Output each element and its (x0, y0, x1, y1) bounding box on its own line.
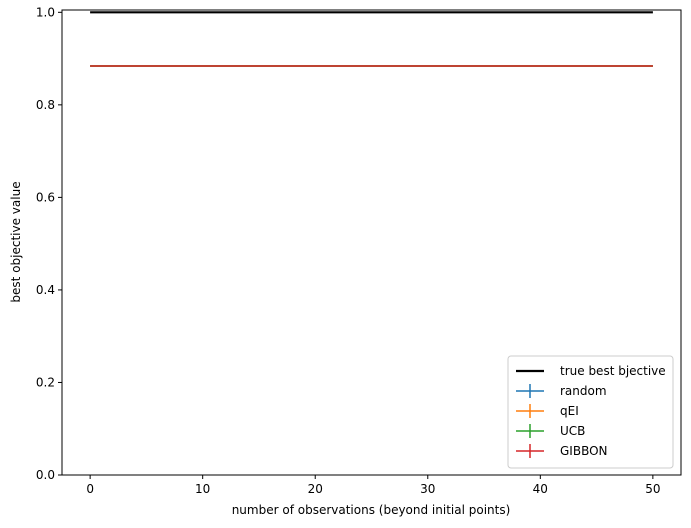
legend-items: true best bjective random qEI UCB GIBBON (516, 364, 666, 458)
legend-entry-label: random (560, 384, 607, 398)
y-axis: 0.0 0.2 0.4 0.6 0.8 1.0 (36, 5, 62, 482)
legend-box (507, 355, 674, 469)
x-axis: 0 10 20 30 40 50 (86, 475, 661, 496)
x-tick-label: 40 (533, 482, 548, 496)
legend: true best bjective random qEI UCB GIBBON (507, 355, 674, 469)
y-tick-label: 0.0 (36, 468, 55, 482)
x-tick-label: 30 (420, 482, 435, 496)
x-tick-label: 50 (645, 482, 660, 496)
legend-entry-label: UCB (560, 424, 585, 438)
axes-frame (61, 9, 682, 476)
y-tick-label: 1.0 (36, 5, 55, 19)
y-tick-label: 0.8 (36, 98, 55, 112)
y-tick-label: 0.6 (36, 190, 55, 204)
x-tick-label: 10 (195, 482, 210, 496)
legend-entry-label: GIBBON (560, 444, 608, 458)
y-tick-label: 0.4 (36, 283, 55, 297)
x-tick-label: 0 (86, 482, 94, 496)
plot-area (90, 11, 653, 67)
x-axis-label: number of observations (beyond initial p… (232, 503, 511, 517)
x-tick-label: 20 (308, 482, 323, 496)
legend-entry-label: true best bjective (560, 364, 666, 378)
y-axis-label: best objective value (9, 181, 23, 302)
y-tick-label: 0.2 (36, 375, 55, 389)
legend-entry-label: qEI (560, 404, 579, 418)
